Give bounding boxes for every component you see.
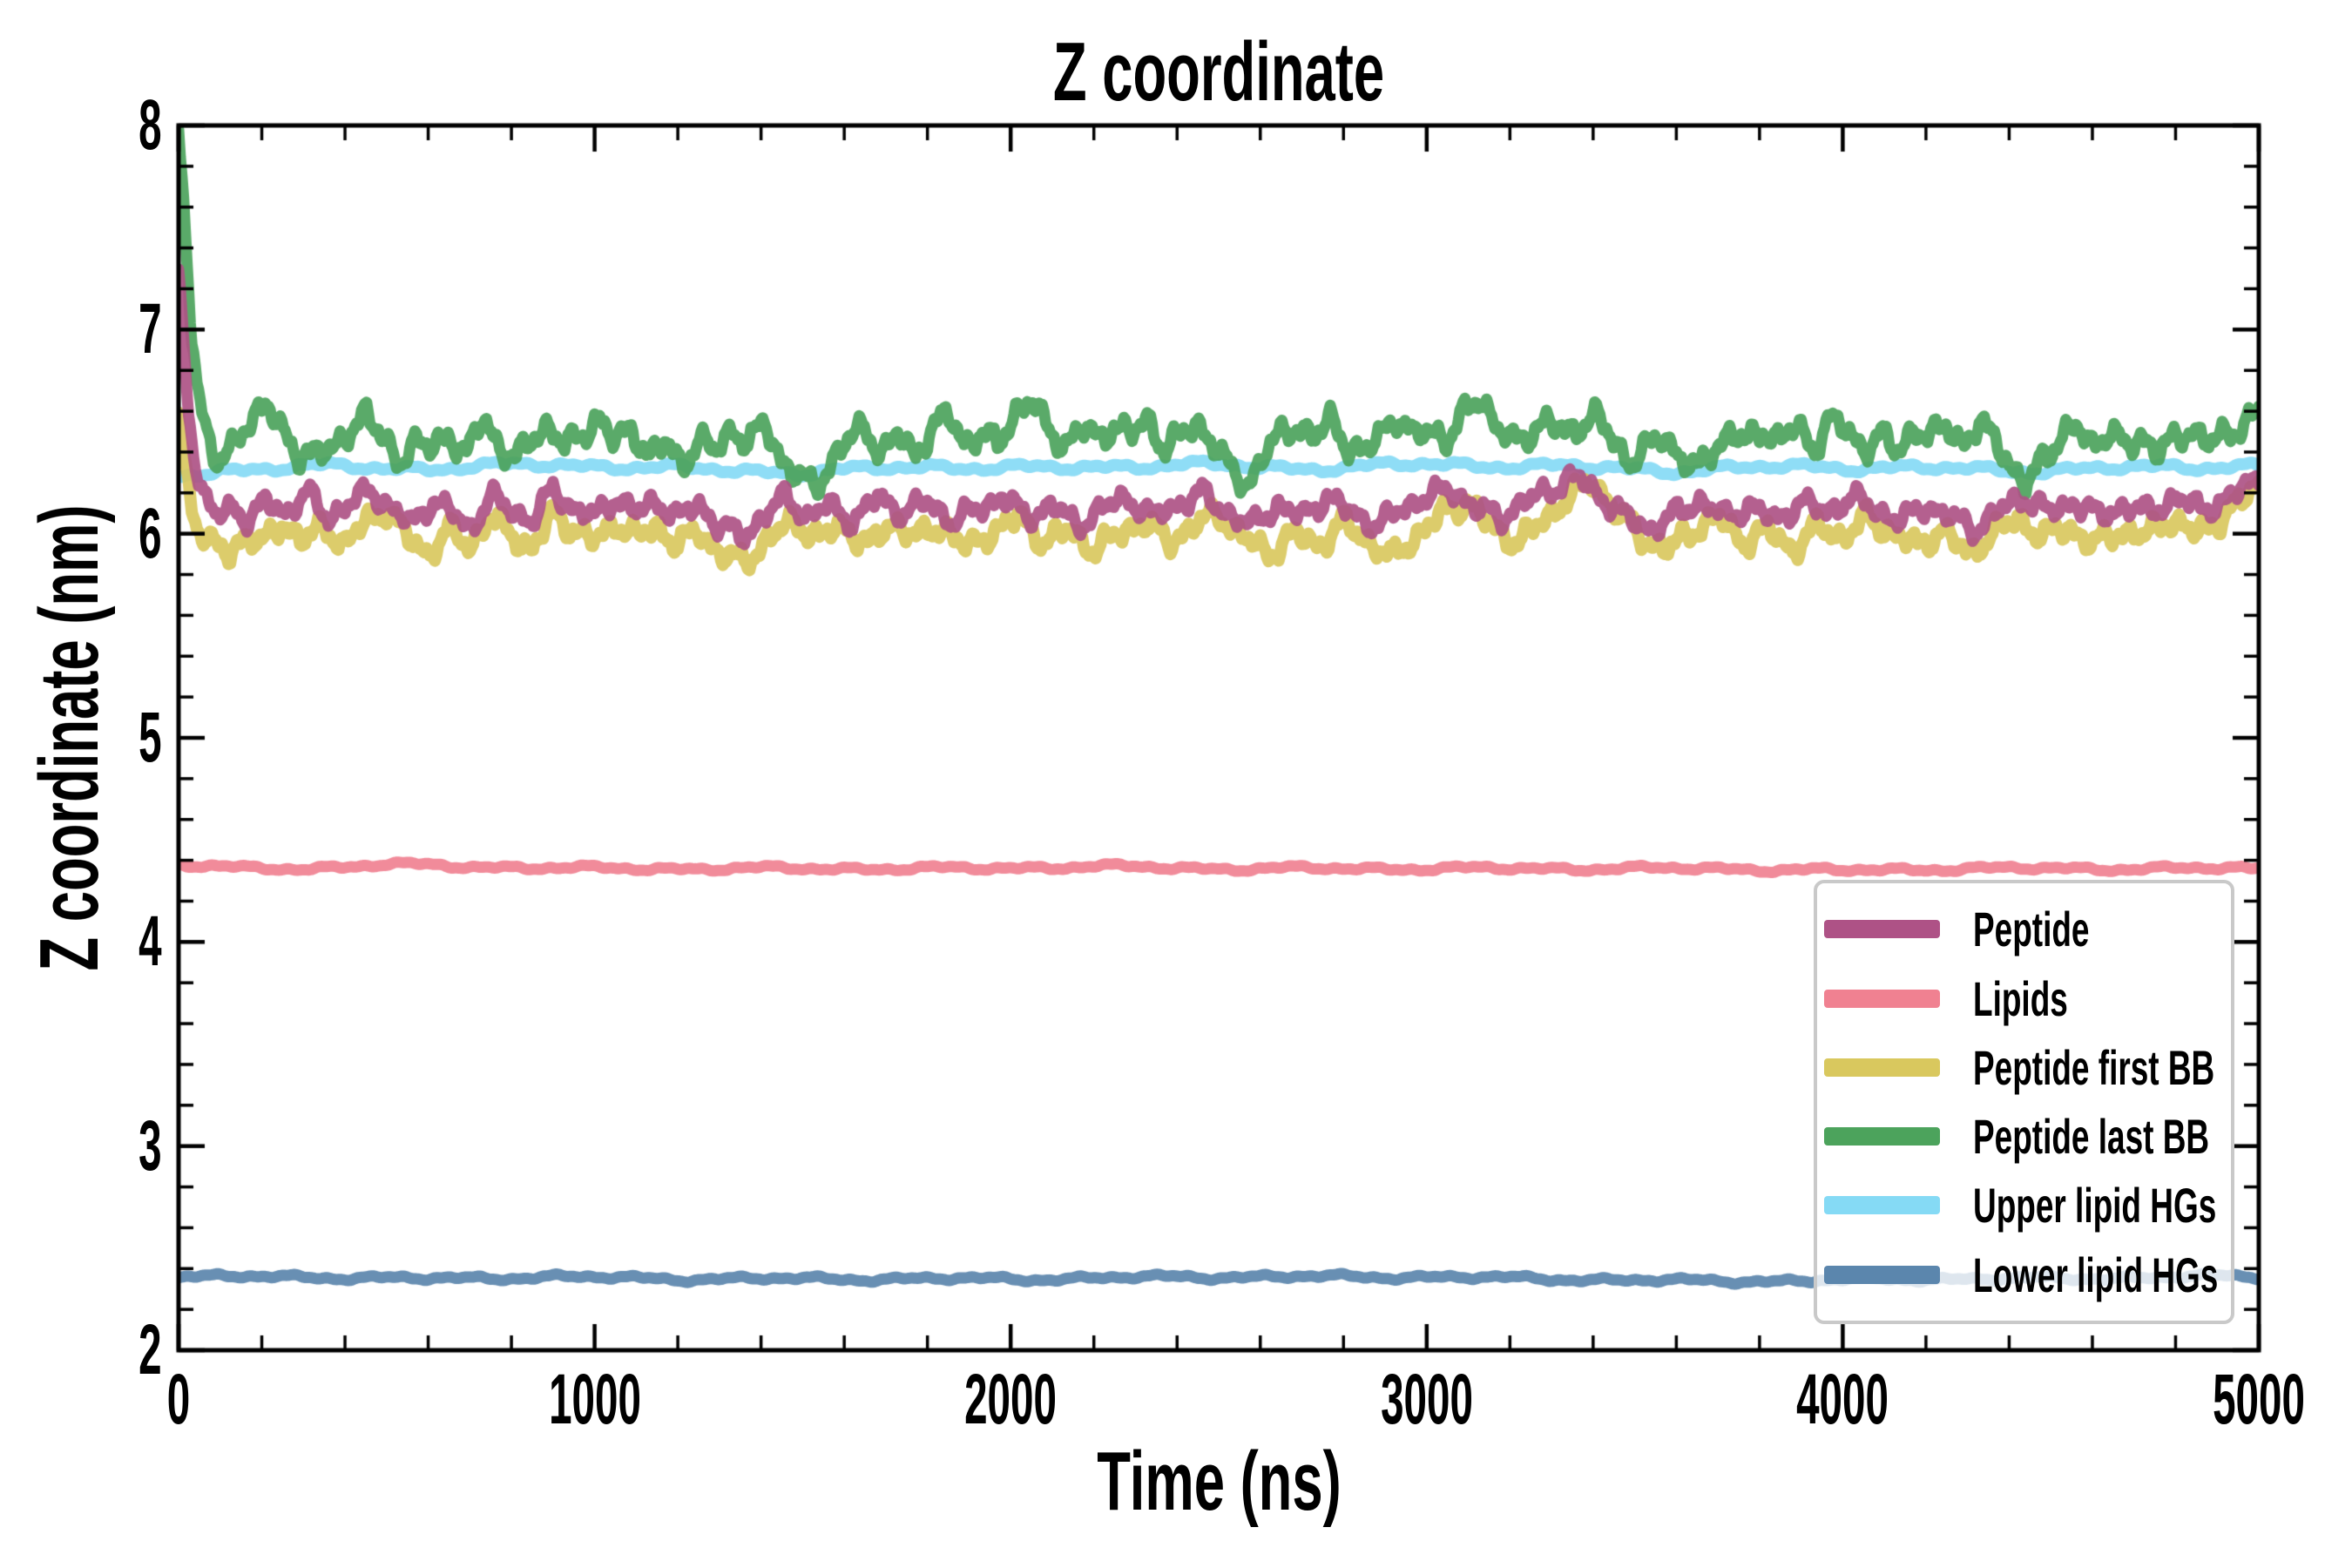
chart-title-text: Z coordinate xyxy=(1052,25,1385,118)
y-tick-label-5: 5 xyxy=(0,697,162,779)
y-tick-label-8: 8 xyxy=(0,84,162,166)
legend-label-peptide: Peptide xyxy=(1973,901,2149,957)
x-tick-text: 1000 xyxy=(548,1360,641,1439)
legend-item-peptide: Peptide xyxy=(1824,901,2226,957)
x-tick-label-1000: 1000 xyxy=(515,1359,673,1441)
legend-label-lipids: Lipids xyxy=(1973,970,2117,1027)
y-tick-label-2: 2 xyxy=(0,1309,162,1391)
legend-label-upper-lipid-hgs: Upper lipid HGs xyxy=(1973,1177,2342,1233)
legend-item-lower-lipid-hgs: Lower lipid HGs xyxy=(1824,1247,2226,1303)
x-tick-label-4000: 4000 xyxy=(1763,1359,1922,1441)
legend-swatch-lipids xyxy=(1824,989,1940,1008)
legend-swatch-peptide-first-bb xyxy=(1824,1058,1940,1077)
legend-label-text: Lower lipid HGs xyxy=(1973,1247,2219,1302)
legend-item-lipids: Lipids xyxy=(1824,970,2226,1027)
x-tick-label-0: 0 xyxy=(159,1359,199,1441)
y-tick-label-7: 7 xyxy=(0,288,162,370)
legend-swatch-peptide xyxy=(1824,920,1940,939)
y-tick-label-3: 3 xyxy=(0,1105,162,1187)
legend-label-text: Peptide last BB xyxy=(1973,1109,2210,1165)
y-tick-label-4: 4 xyxy=(0,901,162,983)
legend-swatch-lower-lipid-hgs xyxy=(1824,1265,1940,1284)
x-axis-label-text: Time (ns) xyxy=(1096,1435,1342,1528)
y-tick-text: 6 xyxy=(139,493,162,573)
y-tick-text: 4 xyxy=(139,902,162,982)
legend-item-peptide-last-bb: Peptide last BB xyxy=(1824,1108,2226,1165)
legend-label-text: Upper lipid HGs xyxy=(1973,1178,2217,1233)
x-axis-label: Time (ns) xyxy=(179,1434,2259,1530)
legend-label-text: Lipids xyxy=(1973,970,2068,1026)
legend-item-peptide-first-bb: Peptide first BB xyxy=(1824,1039,2226,1096)
y-tick-text: 3 xyxy=(139,1105,162,1186)
legend-label-peptide-last-bb: Peptide last BB xyxy=(1973,1108,2331,1165)
x-tick-text: 3000 xyxy=(1380,1360,1473,1439)
y-tick-text: 7 xyxy=(139,289,162,369)
y-tick-text: 5 xyxy=(139,698,162,777)
y-tick-label-6: 6 xyxy=(0,493,162,575)
legend-swatch-peptide-last-bb xyxy=(1824,1127,1940,1146)
x-tick-label-5000: 5000 xyxy=(2180,1359,2338,1441)
x-tick-text: 4000 xyxy=(1796,1360,1889,1439)
legend-label-text: Peptide xyxy=(1973,902,2090,957)
x-tick-text: 5000 xyxy=(2213,1360,2305,1439)
x-tick-label-3000: 3000 xyxy=(1348,1359,1506,1441)
y-tick-text: 2 xyxy=(139,1310,162,1389)
x-tick-text: 0 xyxy=(166,1360,191,1439)
x-tick-text: 2000 xyxy=(964,1360,1058,1439)
legend-item-upper-lipid-hgs: Upper lipid HGs xyxy=(1824,1177,2226,1233)
legend-label-lower-lipid-hgs: Lower lipid HGs xyxy=(1973,1247,2344,1303)
legend: Peptide Lipids Peptide first BB Peptide las… xyxy=(1814,880,2234,1324)
chart-title: Z coordinate xyxy=(179,24,2259,120)
x-tick-label-2000: 2000 xyxy=(931,1359,1090,1441)
y-tick-text: 8 xyxy=(139,85,162,165)
legend-label-peptide-first-bb: Peptide first BB xyxy=(1973,1039,2339,1096)
legend-label-text: Peptide first BB xyxy=(1973,1039,2215,1095)
legend-swatch-upper-lipid-hgs xyxy=(1824,1196,1940,1215)
